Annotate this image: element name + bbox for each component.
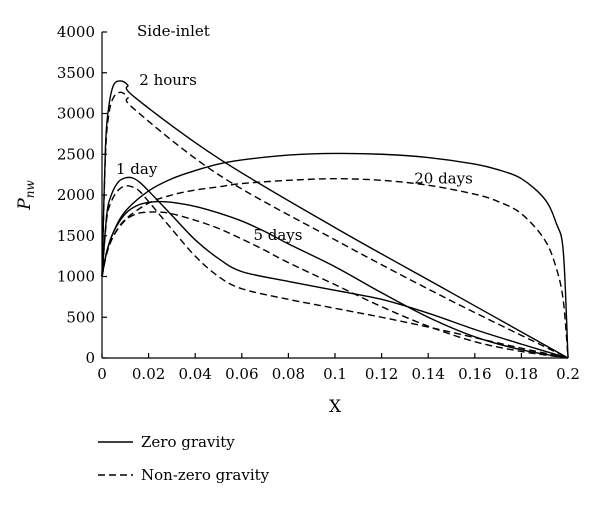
series-2-hours-zero-gravity xyxy=(101,80,569,359)
curve-label: 5 days xyxy=(253,226,302,244)
x-tick-label: 0.14 xyxy=(411,365,444,383)
y-axis-title-main: P xyxy=(15,198,35,211)
x-tick-label: 0.1 xyxy=(323,365,347,383)
y-tick-label: 2500 xyxy=(57,145,95,163)
y-tick-label: 1000 xyxy=(57,268,95,286)
curve-label: 1 day xyxy=(116,160,158,178)
series-5-days-non-zero-gravity xyxy=(101,211,569,359)
x-tick-label: 0.04 xyxy=(178,365,211,383)
series-5-days-zero-gravity xyxy=(101,200,569,359)
legend-label-zero-gravity: Zero gravity xyxy=(141,433,235,451)
y-tick-label: 0 xyxy=(85,349,95,367)
x-tick-label: 0.06 xyxy=(225,365,258,383)
y-axis-title: Pnw xyxy=(15,180,37,211)
x-axis-title: X xyxy=(329,397,342,417)
x-tick-label: 0.08 xyxy=(272,365,305,383)
y-tick-label: 2000 xyxy=(57,186,95,204)
legend: Zero gravity Non-zero gravity xyxy=(98,433,270,484)
annotation-layer: Side-inlet 2 hours 1 day 5 days 20 days xyxy=(116,22,473,244)
y-tick-label: 500 xyxy=(66,308,95,326)
legend-label-non-zero-gravity: Non-zero gravity xyxy=(141,466,270,484)
x-tick-label: 0.02 xyxy=(132,365,165,383)
series-20-days-zero-gravity xyxy=(101,152,569,359)
y-tick-label: 3000 xyxy=(57,105,95,123)
y-axis-title-subscript: nw xyxy=(23,180,37,199)
tick-layer: 0 0.02 0.04 0.06 0.08 0.1 0.12 0.14 0.16 0.18 0.2 0… xyxy=(57,23,580,383)
chart-title: Side-inlet xyxy=(137,22,210,40)
curve-label: 2 hours xyxy=(139,71,197,89)
series-2-hours-non-zero-gravity xyxy=(101,91,569,359)
series-20-days-non-zero-gravity xyxy=(101,178,569,359)
x-tick-label: 0.12 xyxy=(365,365,398,383)
x-tick-label: 0.2 xyxy=(556,365,580,383)
x-tick-label: 0.16 xyxy=(458,365,491,383)
series-1-day-non-zero-gravity xyxy=(101,185,569,359)
series-1-day-zero-gravity xyxy=(101,176,569,359)
y-tick-label: 4000 xyxy=(57,23,95,41)
y-tick-label: 1500 xyxy=(57,227,95,245)
series-layer xyxy=(101,80,569,359)
y-tick-label: 3500 xyxy=(57,64,95,82)
x-tick-label: 0.18 xyxy=(505,365,538,383)
curve-label: 20 days xyxy=(414,170,473,188)
x-tick-label: 0 xyxy=(97,365,107,383)
